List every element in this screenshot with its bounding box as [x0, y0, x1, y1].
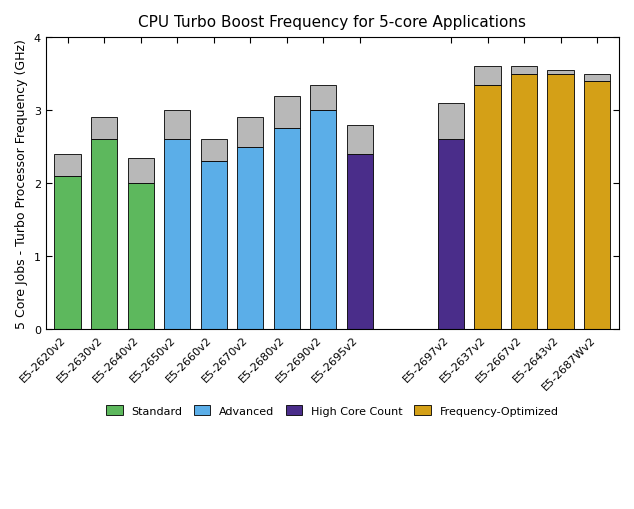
Bar: [438, 104, 464, 140]
Bar: [274, 129, 300, 329]
Y-axis label: 5 Core Jobs - Turbo Processor Frequency (GHz): 5 Core Jobs - Turbo Processor Frequency …: [15, 39, 28, 328]
Bar: [511, 67, 537, 74]
Bar: [584, 74, 611, 82]
Bar: [164, 111, 190, 140]
Bar: [310, 111, 337, 329]
Bar: [547, 71, 574, 74]
Bar: [200, 140, 227, 162]
Bar: [438, 140, 464, 329]
Bar: [237, 147, 263, 329]
Bar: [310, 86, 337, 111]
Legend: Standard, Advanced, High Core Count, Frequency-Optimized: Standard, Advanced, High Core Count, Fre…: [101, 401, 563, 420]
Bar: [91, 140, 117, 329]
Title: CPU Turbo Boost Frequency for 5-core Applications: CPU Turbo Boost Frequency for 5-core App…: [138, 15, 526, 30]
Bar: [127, 184, 154, 329]
Bar: [91, 118, 117, 140]
Bar: [237, 118, 263, 147]
Bar: [347, 126, 373, 155]
Bar: [200, 162, 227, 329]
Bar: [547, 74, 574, 329]
Bar: [55, 177, 81, 329]
Bar: [55, 155, 81, 177]
Bar: [347, 155, 373, 329]
Bar: [164, 140, 190, 329]
Bar: [474, 67, 501, 86]
Bar: [511, 74, 537, 329]
Bar: [127, 158, 154, 184]
Bar: [474, 86, 501, 329]
Bar: [274, 96, 300, 129]
Bar: [584, 82, 611, 329]
